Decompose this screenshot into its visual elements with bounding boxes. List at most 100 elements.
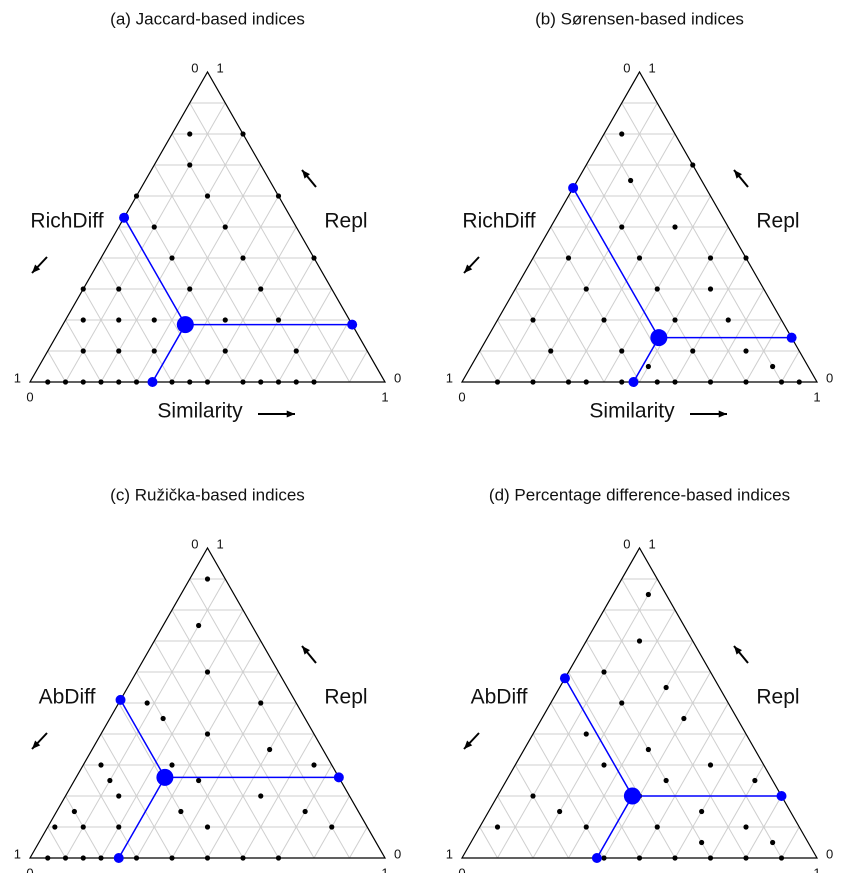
data-point	[275, 379, 282, 385]
grid-line	[621, 578, 782, 859]
data-point	[169, 379, 175, 385]
data-point	[583, 286, 589, 292]
data-point	[196, 777, 202, 784]
grid-line	[65, 102, 226, 383]
data-point	[80, 317, 86, 323]
mean-point	[623, 787, 641, 805]
data-point	[45, 379, 51, 385]
data-point	[151, 317, 157, 323]
mean-axis-dot	[786, 332, 797, 343]
grid-line	[189, 102, 350, 383]
bottom-tick-label: 1	[381, 389, 388, 404]
mean-axis-dot	[333, 772, 344, 783]
grid-line	[82, 288, 137, 383]
data-point	[133, 193, 140, 199]
grid-line	[514, 764, 569, 859]
grid-line	[136, 640, 262, 859]
mean-axis-dot	[628, 377, 639, 387]
data-point	[311, 762, 317, 768]
grid-line	[497, 578, 658, 859]
grid-line	[479, 350, 498, 383]
grid-line	[497, 795, 534, 859]
data-point	[672, 855, 678, 861]
data-point	[743, 824, 749, 830]
data-point	[663, 777, 669, 784]
data-point	[601, 317, 607, 323]
data-point	[258, 286, 264, 292]
data-point	[530, 793, 536, 799]
data-point	[690, 162, 696, 168]
ternary-panel: (b) Sørensen-based indices RichDiff Repl Si…	[446, 9, 833, 422]
data-point	[628, 177, 634, 184]
data-point	[107, 777, 113, 784]
data-point	[71, 808, 77, 815]
left-tick-label: 1	[446, 846, 453, 861]
data-point	[707, 255, 714, 261]
bottom-tick-label: 0	[26, 389, 33, 404]
data-point	[240, 379, 246, 385]
grid-line	[568, 164, 694, 383]
data-point	[619, 379, 625, 385]
bottom-tick-label: 0	[26, 865, 33, 873]
grid-line	[207, 226, 297, 383]
grid-line	[349, 826, 368, 859]
data-point	[565, 379, 572, 385]
data-point	[636, 855, 643, 861]
data-point	[548, 348, 554, 354]
data-point	[187, 131, 193, 137]
bottom-axis-label: Similarity	[589, 400, 675, 423]
data-point	[267, 746, 273, 753]
data-point	[240, 131, 246, 137]
data-point	[530, 379, 536, 385]
left-tick-label: 1	[14, 846, 21, 861]
bottom-axis-label: Similarity	[157, 400, 243, 423]
data-point	[565, 255, 572, 261]
data-point	[707, 855, 714, 861]
right-tick-label: 1	[217, 536, 224, 551]
left-tick-label: 1	[14, 370, 21, 385]
right-tick-label: 0	[826, 846, 833, 861]
panel-title: (b) Sørensen-based indices	[535, 9, 744, 28]
mean-line	[151, 324, 186, 383]
data-point	[619, 700, 625, 706]
data-point	[796, 379, 802, 385]
grid-line	[550, 702, 640, 859]
data-point	[494, 824, 501, 830]
left-axis-label: RichDiff	[30, 210, 103, 233]
data-point	[601, 762, 607, 768]
data-point	[45, 855, 51, 861]
data-point	[645, 363, 651, 370]
data-point	[204, 379, 211, 385]
data-point	[98, 762, 104, 768]
data-point	[672, 224, 678, 230]
grid-line	[781, 826, 800, 859]
mean-axis-dot	[559, 673, 570, 684]
mean-line	[119, 699, 166, 778]
data-point	[116, 348, 122, 354]
left-axis-label: AbDiff	[39, 686, 96, 709]
right-tick-label: 0	[394, 370, 401, 385]
data-point	[743, 348, 749, 354]
right-tick-label: 1	[649, 536, 656, 551]
data-point	[160, 715, 166, 722]
ternary-panel: (c) Ružička-based indicesAbDiffReplSimil…	[14, 485, 401, 878]
grid-line	[497, 319, 534, 383]
right-tick-label: 1	[649, 60, 656, 75]
grid-line	[47, 350, 66, 383]
panel-title: (a) Jaccard-based indices	[110, 9, 305, 28]
data-point	[169, 855, 175, 861]
data-point	[98, 855, 104, 861]
data-point	[672, 379, 678, 385]
data-point	[293, 348, 299, 354]
mean-point	[650, 329, 668, 347]
ternary-panel: (d) Percentage difference-based indices A…	[446, 485, 833, 878]
data-point	[557, 808, 563, 815]
data-point	[583, 731, 589, 737]
axis-arrow-head	[464, 740, 473, 749]
axis-arrow-head	[302, 646, 310, 655]
data-point	[654, 379, 660, 385]
left-axis-label: RichDiff	[462, 210, 535, 233]
ternary-panel: (a) Jaccard-based indices RichDiff Repl Sim…	[14, 9, 401, 422]
data-point	[654, 286, 660, 292]
mean-axis-dot	[147, 377, 158, 387]
